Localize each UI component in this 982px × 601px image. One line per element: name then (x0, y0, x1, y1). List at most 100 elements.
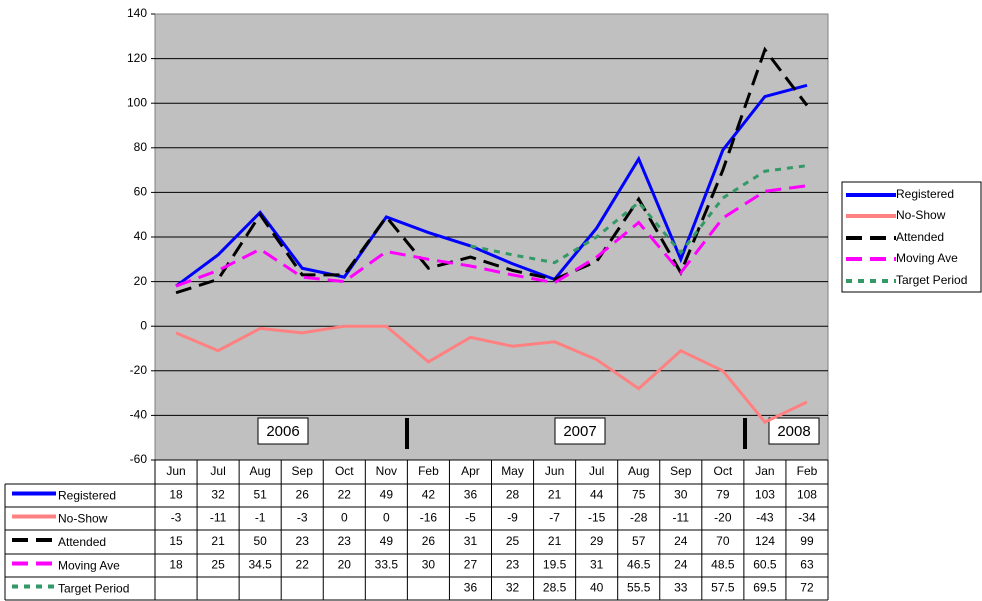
table-cell: 29 (590, 534, 604, 548)
table-cell: 103 (755, 488, 775, 502)
y-tick-label: 140 (127, 6, 147, 20)
y-tick-label: 20 (134, 274, 148, 288)
x-tick-label: Jan (755, 464, 774, 478)
legend-label: Registered (896, 187, 954, 201)
table-cell: -34 (798, 511, 816, 525)
table-cell: -43 (756, 511, 774, 525)
table-cell: 40 (590, 581, 604, 595)
x-tick-label: Aug (249, 464, 270, 478)
table-row-label: No-Show (58, 512, 108, 526)
table-cell: -7 (549, 511, 560, 525)
table-cell: 21 (548, 534, 562, 548)
table-row-label: Attended (58, 535, 106, 549)
series-line (175, 83, 808, 288)
table-cell: 49 (380, 534, 394, 548)
y-tick-label: 0 (140, 318, 147, 332)
table-cell: 60.5 (753, 558, 777, 572)
table-cell: 15 (169, 534, 183, 548)
table-cell: 51 (253, 488, 267, 502)
table-cell: 24 (674, 534, 688, 548)
table-cell: 36 (464, 488, 478, 502)
table-cell: 21 (211, 534, 225, 548)
x-tick-label: Jun (545, 464, 564, 478)
annotation-box (257, 417, 309, 445)
y-tick-label: 60 (134, 185, 148, 199)
x-tick-label: Sep (292, 464, 314, 478)
y-tick-label: 80 (134, 140, 148, 154)
table-cell: 63 (800, 558, 814, 572)
table-cell: -20 (714, 511, 732, 525)
table-cell: 18 (169, 488, 183, 502)
y-tick-label: 40 (134, 229, 148, 243)
x-tick-label: Aug (628, 464, 649, 478)
table-cell: 33.5 (375, 558, 399, 572)
table-cell: 25 (506, 534, 520, 548)
x-tick-label: Apr (461, 464, 480, 478)
table-cell: 30 (674, 488, 688, 502)
table-cell: 20 (338, 558, 352, 572)
table-cell: 0 (341, 511, 348, 525)
x-tick-label: Nov (376, 464, 397, 478)
x-tick-label: Oct (335, 464, 354, 478)
table-cell: 31 (590, 558, 604, 572)
table-cell: 22 (338, 488, 352, 502)
table-cell: 69.5 (753, 581, 777, 595)
y-tick-label: 100 (127, 95, 147, 109)
y-tick-label: 120 (127, 51, 147, 65)
table-cell: 27 (464, 558, 478, 572)
table-cell: 42 (422, 488, 436, 502)
table-cell: -28 (630, 511, 648, 525)
table-cell: 108 (797, 488, 817, 502)
x-tick-label: May (501, 464, 524, 478)
table-cell: 18 (169, 558, 183, 572)
table-cell: 28.5 (543, 581, 567, 595)
table-cell: -11 (210, 511, 227, 525)
table-cell: 49 (380, 488, 394, 502)
table-cell: 23 (296, 534, 310, 548)
series-line (175, 324, 808, 424)
annotation: 2008 (777, 423, 810, 440)
table-row-label: Target Period (58, 582, 129, 596)
legend-label: No-Show (896, 208, 946, 222)
table-cell: 19.5 (543, 558, 567, 572)
table-cell: 72 (800, 581, 814, 595)
y-tick-label: -60 (130, 452, 148, 466)
x-tick-label: Jul (589, 464, 604, 478)
table-cell: -3 (297, 511, 308, 525)
table-cell: 23 (506, 558, 520, 572)
table-cell: 79 (716, 488, 730, 502)
annotation-box (768, 417, 820, 445)
x-tick-label: Jul (210, 464, 225, 478)
x-tick-label: Oct (714, 464, 733, 478)
table-cell: -15 (588, 511, 606, 525)
table-cell: -16 (420, 511, 438, 525)
annotation: 2007 (563, 423, 596, 440)
table-cell: 50 (253, 534, 267, 548)
table-cell: 21 (548, 488, 562, 502)
table-cell: -3 (171, 511, 182, 525)
table-row-label: Moving Ave (58, 559, 120, 573)
table-cell: 26 (422, 534, 436, 548)
series-line (175, 184, 808, 288)
legend-label: Attended (896, 230, 944, 244)
table-cell: 34.5 (248, 558, 272, 572)
table-cell: 57.5 (711, 581, 735, 595)
table-cell: 28 (506, 488, 520, 502)
table-cell: 25 (211, 558, 225, 572)
y-tick-label: -20 (130, 363, 148, 377)
legend-label: Moving Ave (896, 251, 958, 265)
x-tick-label: Feb (797, 464, 818, 478)
legend-box (841, 181, 982, 293)
table-cell: 22 (296, 558, 310, 572)
table-cell: 124 (755, 534, 775, 548)
table-row-label: Registered (58, 489, 116, 503)
y-tick-label: -40 (130, 408, 148, 422)
table-cell: 26 (296, 488, 310, 502)
table-cell: 99 (800, 534, 814, 548)
table-cell: 75 (632, 488, 646, 502)
table-cell: 30 (422, 558, 436, 572)
table-cell: 23 (338, 534, 352, 548)
table-cell: 24 (674, 558, 688, 572)
legend-label: Target Period (896, 273, 967, 287)
